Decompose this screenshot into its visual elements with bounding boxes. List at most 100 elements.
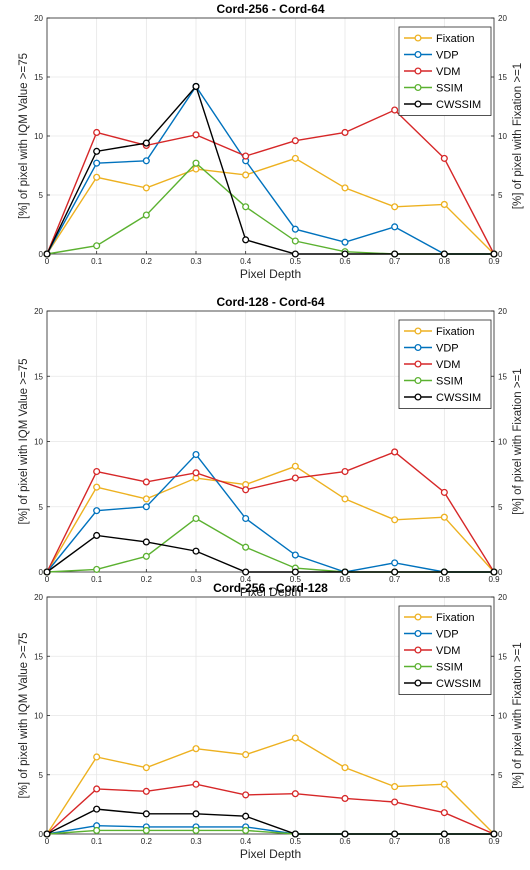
- y-tick-label: 0: [39, 568, 44, 577]
- data-point-vdm: [192, 780, 200, 788]
- data-point-ssim: [142, 552, 150, 560]
- data-point-vdm: [391, 798, 399, 806]
- data-point-fixation: [440, 513, 448, 521]
- x-tick-label: 0.2: [141, 575, 153, 584]
- series-line-cwssim: [46, 808, 494, 835]
- data-point-vdp: [142, 157, 150, 165]
- data-point-cwssim: [93, 805, 101, 813]
- y-tick-label: 10: [34, 712, 43, 721]
- legend-label-fixation: Fixation: [436, 326, 475, 338]
- data-point-fixation: [142, 495, 150, 503]
- series-line-vdm: [46, 783, 495, 835]
- legend-marker-vdm: [414, 67, 422, 75]
- data-point-cwssim: [391, 250, 399, 258]
- y-tick-label: 20: [34, 14, 43, 23]
- legend-marker-fixation: [414, 34, 422, 42]
- data-point-fixation: [93, 753, 101, 761]
- y2-tick-label: 0: [498, 568, 503, 577]
- x-tick-label: 0.7: [389, 575, 401, 584]
- data-point-fixation: [291, 462, 299, 470]
- y2-tick-label: 5: [498, 771, 503, 780]
- data-point-cwssim: [291, 250, 299, 258]
- legend-marker-ssim: [414, 83, 422, 92]
- data-point-vdm: [242, 791, 250, 799]
- data-point-fixation: [142, 184, 150, 192]
- data-point-vdm: [93, 785, 101, 793]
- legend-label-vdm: VDM: [436, 645, 460, 657]
- data-point-cwssim: [440, 568, 448, 576]
- legend-label-ssim: SSIM: [436, 83, 463, 95]
- data-point-cwssim: [490, 250, 498, 258]
- y-tick-label: 5: [39, 503, 44, 512]
- legend-label-ssim: SSIM: [436, 662, 463, 674]
- x-tick-label: 0.3: [190, 575, 202, 584]
- x-tick-label: 0.3: [190, 257, 202, 266]
- data-point-cwssim: [291, 568, 299, 576]
- data-point-fixation: [192, 745, 200, 753]
- chart-title: Cord-128 - Cord-64: [216, 295, 324, 309]
- data-point-fixation: [291, 154, 299, 162]
- x-tick-label: 0: [45, 837, 50, 846]
- y2-tick-label: 0: [498, 830, 503, 839]
- axes-box: [46, 596, 495, 835]
- x-tick-label: 0.7: [389, 257, 401, 266]
- data-point-cwssim: [490, 830, 498, 838]
- data-point-vdp: [93, 507, 101, 515]
- y2-tick-label: 20: [498, 307, 507, 316]
- legend-label-vdp: VDP: [436, 50, 459, 62]
- data-point-vdm: [341, 794, 349, 802]
- y-tick-label: 5: [39, 191, 44, 200]
- y2-tick-label: 15: [498, 372, 507, 381]
- data-point-fixation: [142, 764, 150, 772]
- data-point-fixation: [291, 734, 299, 742]
- data-point-cwssim: [43, 830, 51, 838]
- data-point-vdp: [93, 159, 101, 167]
- data-point-fixation: [440, 200, 448, 208]
- data-point-vdp: [291, 551, 299, 559]
- y-axis-label: [%] of pixel with IQM Value >=75: [18, 359, 30, 525]
- data-point-cwssim: [341, 250, 349, 258]
- x-tick-label: 0.3: [190, 837, 202, 846]
- data-point-ssim: [192, 826, 200, 834]
- data-point-fixation: [192, 165, 200, 173]
- y2-tick-label: 0: [498, 250, 503, 259]
- legend-marker-fixation: [414, 613, 422, 621]
- legend-label-fixation: Fixation: [436, 33, 475, 45]
- data-point-cwssim: [242, 568, 250, 576]
- data-point-vdp: [192, 450, 200, 459]
- data-point-fixation: [242, 751, 250, 759]
- y2-tick-label: 20: [498, 14, 507, 23]
- x-axis-label: Pixel Depth: [240, 585, 301, 599]
- data-point-ssim: [291, 237, 299, 245]
- data-point-cwssim: [93, 147, 101, 155]
- data-point-vdm: [341, 467, 349, 476]
- y2-tick-label: 10: [498, 438, 507, 447]
- series-line-cwssim: [46, 85, 494, 255]
- axes-box: [46, 17, 495, 255]
- y-tick-label: 20: [34, 593, 43, 602]
- data-point-cwssim: [93, 531, 101, 540]
- data-point-fixation: [440, 780, 448, 788]
- x-tick-label: 0.4: [240, 575, 252, 584]
- y-tick-label: 15: [34, 652, 43, 661]
- data-point-cwssim: [192, 82, 200, 90]
- series-line-fixation: [46, 465, 495, 573]
- x-tick-label: 0.2: [141, 837, 153, 846]
- data-point-vdm: [291, 137, 299, 145]
- data-point-cwssim: [440, 250, 448, 258]
- legend-marker-vdp: [414, 50, 422, 59]
- y2-tick-label: 15: [498, 652, 507, 661]
- series-line-cwssim: [46, 534, 494, 573]
- x-tick-label: 0.5: [290, 257, 302, 266]
- data-point-vdm: [142, 478, 150, 486]
- data-point-ssim: [93, 242, 101, 250]
- data-point-vdm: [242, 486, 250, 494]
- y-axis-label: [%] of pixel with IQM Value >=75: [18, 633, 30, 799]
- series-line-vdm: [46, 451, 495, 573]
- data-point-fixation: [391, 783, 399, 791]
- data-point-cwssim: [142, 810, 150, 818]
- legend-marker-cwssim: [414, 100, 422, 108]
- legend: Fixation VDP VDM SSIM CWSSIM: [398, 605, 492, 695]
